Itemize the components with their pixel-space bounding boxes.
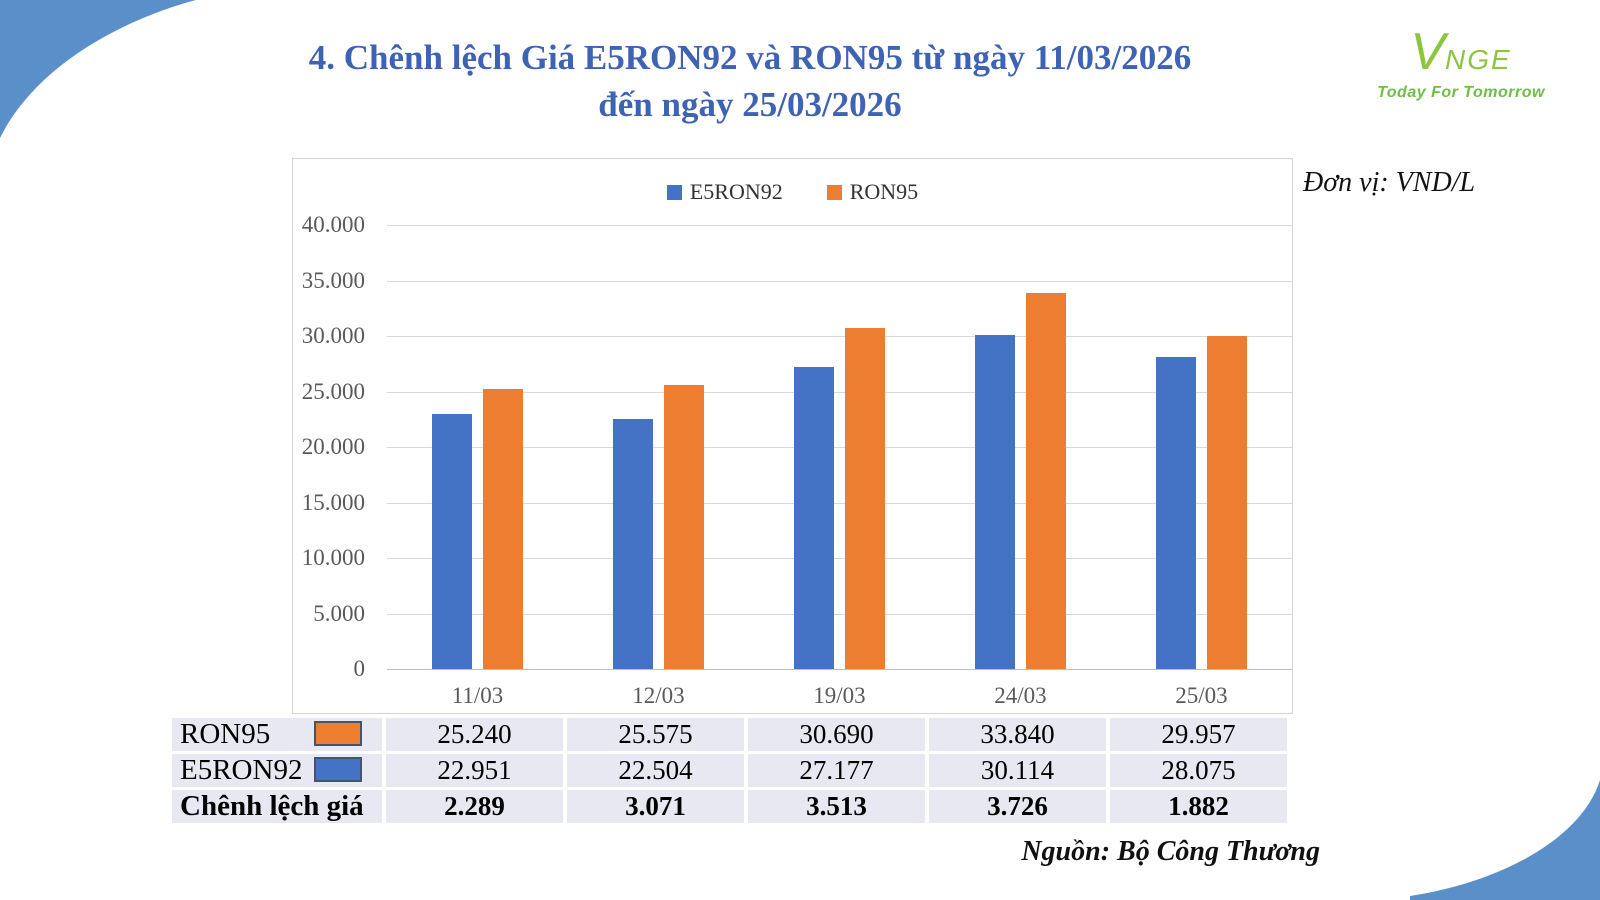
- table-cell: 1.882: [1110, 790, 1287, 823]
- table-row-label: Chênh lệch giá: [172, 790, 382, 823]
- y-axis-label: 40.000: [301, 212, 365, 237]
- bar-ron95-19/03: [845, 328, 885, 669]
- logo-tagline: Today For Tomorrow: [1377, 84, 1545, 101]
- table-cell: 2.289: [386, 790, 563, 823]
- unit-label: Đơn vị: VND/L: [1303, 167, 1476, 198]
- table-cell: 28.075: [1110, 754, 1287, 787]
- y-axis-label: 30.000: [301, 323, 365, 348]
- gridline: [387, 502, 1292, 504]
- table-cell: 29.957: [1110, 718, 1287, 751]
- x-axis-label: 11/03: [451, 683, 504, 708]
- x-axis-label: 12/03: [632, 683, 685, 708]
- table-row-label-text: E5RON92: [180, 754, 303, 786]
- gridline: [387, 447, 1292, 448]
- table-cell: 25.575: [567, 718, 744, 751]
- x-axis-label: 24/03: [994, 683, 1047, 708]
- legend-item-e5ron92: E5RON92: [666, 179, 783, 205]
- corner-shape: [1410, 780, 1600, 900]
- bar-e5ron92-24/03: [975, 335, 1015, 669]
- legend-swatch-ron95: [826, 184, 842, 200]
- page-title-line1: 4. Chênh lệch Giá E5RON92 và RON95 từ ng…: [308, 38, 1192, 77]
- vnge-logo-mark: VNGE: [1376, 22, 1546, 82]
- y-axis-label: 25.000: [301, 378, 365, 404]
- gridline: [387, 225, 1292, 226]
- y-axis-label: 35.000: [301, 267, 365, 293]
- x-axis-label: 25/03: [1175, 683, 1228, 708]
- table-cell: 3.726: [929, 790, 1106, 823]
- table-cell: 30.690: [748, 718, 925, 751]
- gridline: [387, 336, 1292, 337]
- gridline: [387, 613, 1292, 615]
- bar-ron95-25/03: [1207, 336, 1247, 669]
- chart-legend: E5RON92 RON95: [293, 179, 1292, 205]
- table-cell: 22.504: [567, 754, 744, 787]
- page-title-line2: đến ngày 25/03/2026: [598, 85, 902, 124]
- table-row-label: RON95: [172, 718, 382, 751]
- table-row-label-text: RON95: [180, 718, 271, 750]
- series-swatch-ron95: [314, 721, 362, 746]
- bar-e5ron92-19/03: [794, 367, 834, 669]
- table-cell: 30.114: [929, 754, 1106, 787]
- bar-e5ron92-11/03: [432, 414, 472, 669]
- corner-decoration-bottom-right: [1410, 780, 1600, 900]
- legend-label: RON95: [849, 179, 919, 204]
- bar-ron95-11/03: [483, 389, 523, 669]
- table-cell: 22.951: [386, 754, 563, 787]
- legend-label: E5RON92: [689, 179, 783, 204]
- bar-chart: E5RON92 RON95 0 5.000 10.000 15.000 20.000 25.…: [292, 158, 1293, 714]
- bar-ron95-12/03: [664, 385, 704, 669]
- y-axis-label: 10.000: [301, 545, 365, 570]
- logo-letter-v: V: [1410, 23, 1445, 81]
- table-row-label-text: Chênh lệch giá: [180, 790, 364, 822]
- bar-ron95-24/03: [1026, 293, 1066, 669]
- y-axis-label: 20.000: [301, 434, 365, 459]
- x-axis-label: 19/03: [813, 683, 866, 708]
- table-row-label: E5RON92: [172, 754, 382, 787]
- source-label: Nguồn: Bộ Công Thương: [1021, 836, 1320, 867]
- series-swatch-e5ron92: [314, 757, 362, 782]
- logo-letters-nge: NGE: [1445, 44, 1512, 75]
- table-cell: 3.071: [567, 790, 744, 823]
- page-title: 4. Chênh lệch Giá E5RON92 và RON95 từ ng…: [240, 34, 1260, 128]
- x-axis-line: [387, 669, 1292, 670]
- table-cell: 3.513: [748, 790, 925, 823]
- legend-item-ron95: RON95: [826, 179, 919, 205]
- gridline: [387, 558, 1292, 559]
- gridline: [387, 391, 1292, 393]
- corner-shape: [0, 0, 196, 138]
- y-axis-label: 15.000: [301, 489, 365, 515]
- table-cell: 33.840: [929, 718, 1106, 751]
- price-table: RON95 25.240 25.575 30.690 33.840 29.957 E5RON…: [172, 718, 1294, 825]
- corner-decoration-top-left: [0, 0, 196, 138]
- gridline: [387, 280, 1292, 282]
- bar-e5ron92-12/03: [613, 419, 653, 669]
- vnge-logo: VNGE Today For Tomorrow: [1376, 22, 1546, 102]
- table-cell: 25.240: [386, 718, 563, 751]
- y-axis-label: 5.000: [313, 600, 365, 626]
- table-cell: 27.177: [748, 754, 925, 787]
- bar-e5ron92-25/03: [1156, 357, 1196, 669]
- legend-swatch-e5ron92: [666, 184, 682, 200]
- y-axis-label: 0: [353, 656, 366, 681]
